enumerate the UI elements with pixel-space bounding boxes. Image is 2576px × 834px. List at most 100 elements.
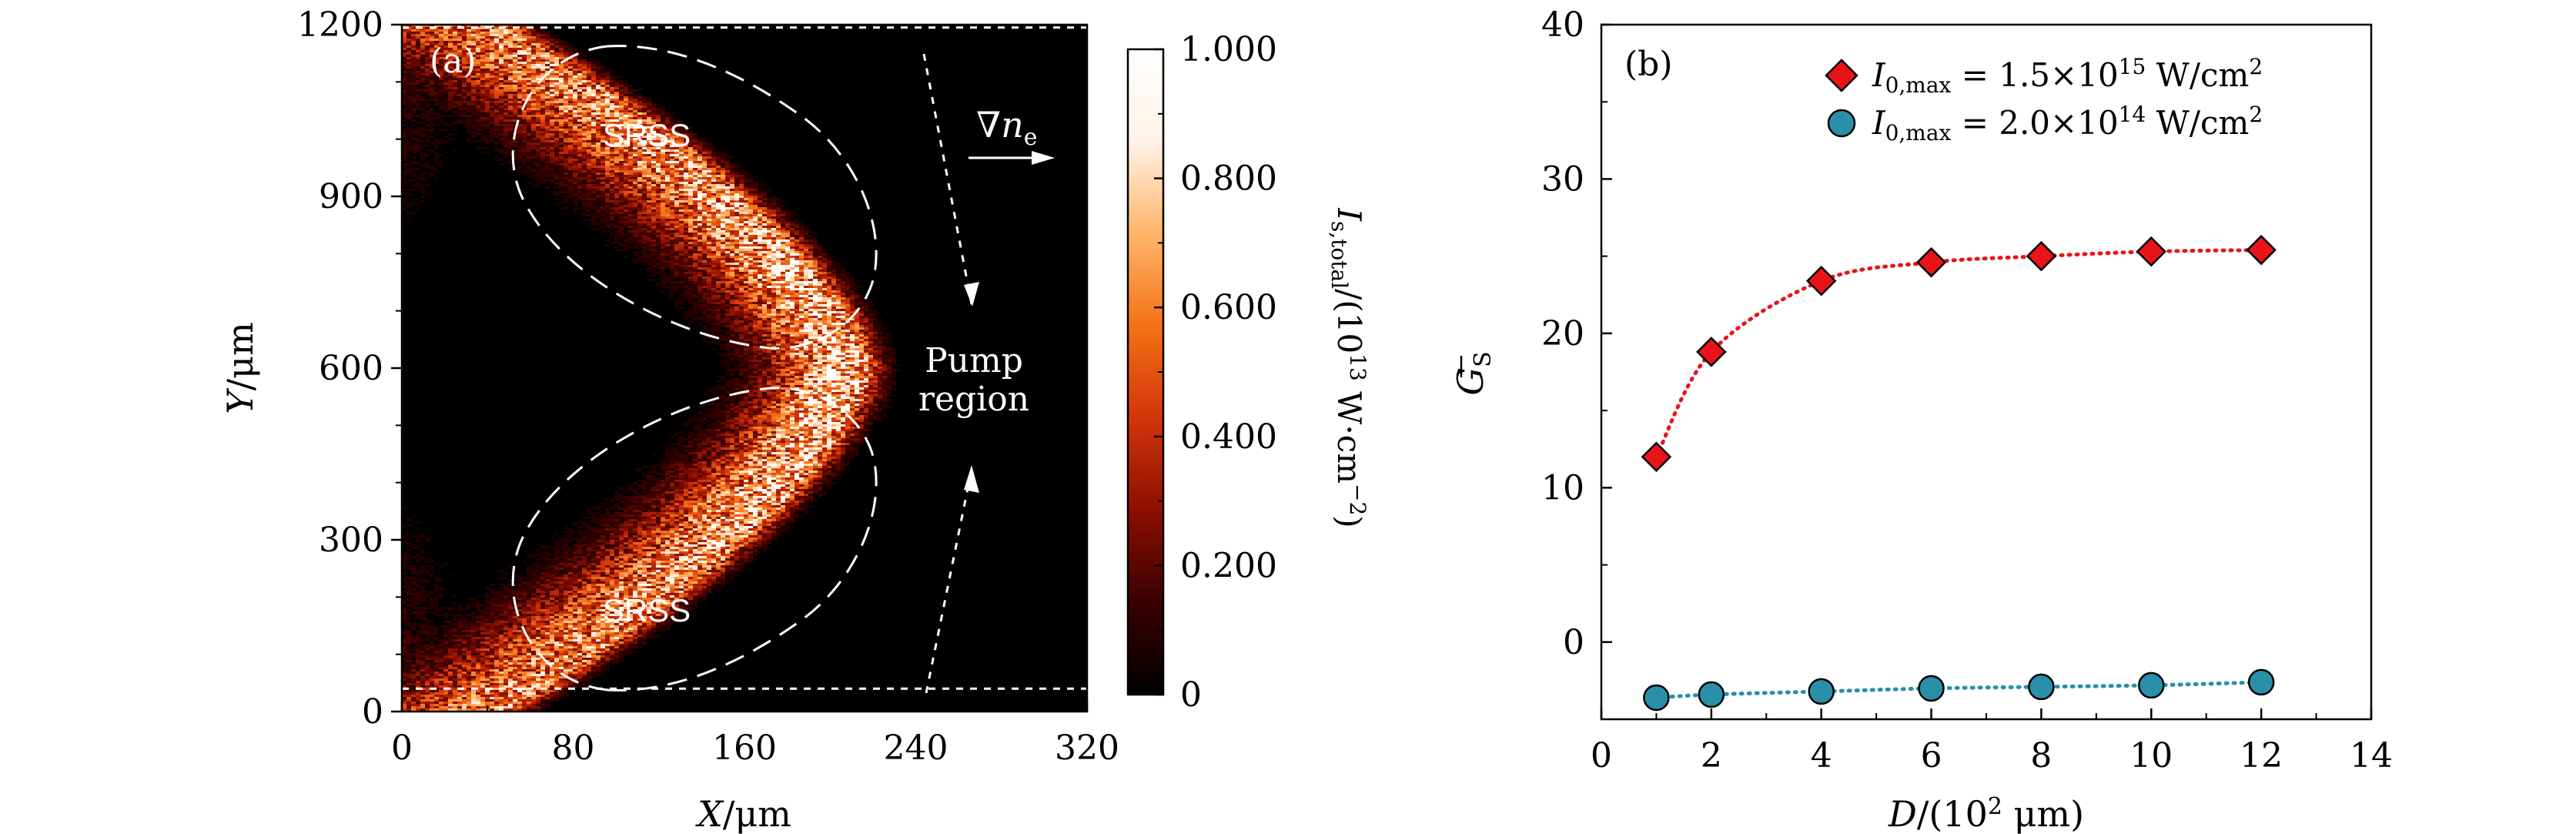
- heatmap-cell: [633, 214, 637, 216]
- heatmap-cell: [480, 50, 485, 52]
- heatmap-cell: [490, 136, 494, 138]
- heatmap-cell: [430, 149, 434, 152]
- heatmap-cell: [665, 179, 670, 182]
- heatmap-cell: [596, 129, 601, 131]
- heatmap-cell: [545, 39, 550, 41]
- heatmap-cell: [550, 191, 554, 193]
- heatmap-cell: [790, 216, 795, 219]
- heatmap-cell: [647, 203, 651, 205]
- heatmap-cell: [545, 124, 550, 126]
- heatmap-cell: [670, 246, 674, 249]
- heatmap-cell: [531, 36, 536, 39]
- heatmap-cell: [527, 55, 531, 57]
- heatmap-cell: [744, 209, 748, 212]
- heatmap-cell: [702, 263, 707, 265]
- heatmap-cell: [545, 172, 550, 175]
- heatmap-cell: [559, 182, 564, 184]
- heatmap-cell: [522, 147, 527, 149]
- heatmap-cell: [739, 221, 744, 223]
- heatmap-cell: [707, 221, 711, 223]
- heatmap-cell: [527, 87, 531, 89]
- heatmap-cell: [517, 85, 522, 87]
- heatmap-cell: [799, 246, 804, 249]
- heatmap-cell: [661, 170, 665, 172]
- heatmap-cell: [698, 138, 702, 140]
- heatmap-cell: [716, 159, 721, 161]
- heatmap-cell: [688, 230, 693, 233]
- heatmap-cell: [624, 92, 628, 94]
- heatmap-cell: [822, 251, 827, 253]
- heatmap-cell: [734, 207, 739, 209]
- heatmap-cell: [564, 147, 568, 149]
- heatmap-cell: [540, 175, 545, 177]
- heatmap-cell: [591, 175, 596, 177]
- heatmap-cell: [605, 214, 610, 216]
- heatmap-cell: [614, 233, 619, 235]
- heatmap-cell: [651, 205, 656, 207]
- heatmap-cell: [568, 66, 573, 69]
- heatmap-cell: [503, 45, 508, 48]
- heatmap-cell: [545, 179, 550, 182]
- heatmap-cell: [698, 214, 702, 216]
- heatmap-cell: [656, 221, 661, 223]
- heatmap-cell: [476, 122, 480, 124]
- heatmap-cell: [559, 159, 564, 161]
- heatmap-cell: [799, 242, 804, 244]
- heatmap-cell: [517, 62, 522, 64]
- heatmap-cell: [559, 186, 564, 189]
- heatmap-cell: [411, 108, 416, 110]
- heatmap-cell: [559, 110, 564, 112]
- heatmap-cell: [661, 198, 665, 200]
- heatmap-cell: [665, 239, 670, 242]
- heatmap-cell: [637, 112, 642, 115]
- heatmap-cell: [439, 27, 443, 29]
- heatmap-cell: [406, 92, 411, 94]
- heatmap-cell: [799, 265, 804, 267]
- heatmap-cell: [670, 177, 674, 179]
- heatmap-cell: [591, 89, 596, 92]
- heatmap-cell: [476, 124, 480, 126]
- heatmap-cell: [453, 99, 457, 101]
- heatmap-cell: [651, 258, 656, 260]
- heatmap-cell: [721, 251, 725, 253]
- heatmap-cell: [665, 226, 670, 228]
- heatmap-cell: [513, 112, 517, 115]
- heatmap-cell: [517, 32, 522, 34]
- heatmap-cell: [545, 48, 550, 50]
- heatmap-cell: [651, 239, 656, 242]
- heatmap-cell: [499, 142, 503, 145]
- heatmap-cell: [758, 253, 762, 256]
- heatmap-cell: [536, 101, 540, 103]
- heatmap-cell: [430, 108, 434, 110]
- heatmap-cell: [767, 249, 771, 251]
- heatmap-cell: [527, 52, 531, 55]
- heatmap-cell: [601, 189, 605, 191]
- heatmap-cell: [587, 161, 591, 163]
- heatmap-cell: [411, 29, 416, 32]
- heatmap-cell: [536, 71, 540, 73]
- heatmap-cell: [665, 182, 670, 184]
- heatmap-cell: [416, 89, 420, 92]
- heatmap-cell: [711, 265, 716, 267]
- heatmap-cell: [420, 62, 425, 64]
- heatmap-cell: [730, 170, 734, 172]
- heatmap-cell: [721, 205, 725, 207]
- heatmap-cell: [624, 170, 628, 172]
- heatmap-cell: [748, 221, 753, 223]
- heatmap-cell: [596, 179, 601, 182]
- heatmap-cell: [730, 237, 734, 239]
- heatmap-cell: [591, 214, 596, 216]
- heatmap-cell: [536, 78, 540, 80]
- heatmap-cell: [564, 45, 568, 48]
- heatmap-cell: [545, 156, 550, 159]
- heatmap-cell: [767, 251, 771, 253]
- heatmap-cell: [601, 161, 605, 163]
- heatmap-cell: [628, 168, 633, 170]
- heatmap-cell: [517, 129, 522, 131]
- heatmap-cell: [591, 94, 596, 96]
- heatmap-cell: [568, 184, 573, 186]
- heatmap-cell: [633, 212, 637, 214]
- heatmap-cell: [651, 161, 656, 163]
- heatmap-cell: [559, 177, 564, 179]
- heatmap-cell: [698, 260, 702, 263]
